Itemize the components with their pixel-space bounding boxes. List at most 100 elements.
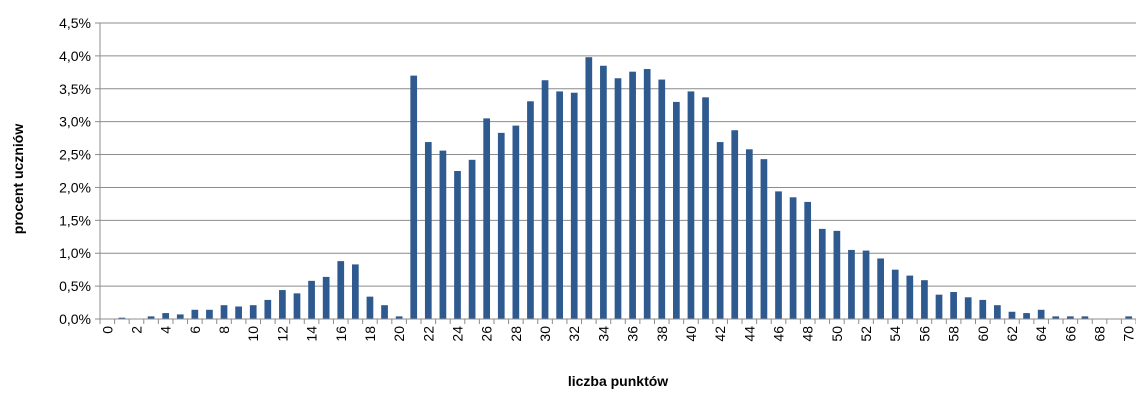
x-tick-label: 62 — [1004, 326, 1020, 342]
bar — [789, 197, 797, 319]
bar — [804, 201, 812, 319]
y-tick-label: 1,5% — [59, 212, 91, 228]
bar — [906, 275, 914, 319]
x-tick-label: 58 — [946, 326, 962, 342]
y-tick-label: 3,5% — [59, 81, 91, 97]
x-tick-label: 68 — [1092, 326, 1108, 342]
x-tick-label: 52 — [858, 326, 874, 342]
bar — [979, 299, 987, 319]
bar — [731, 130, 739, 319]
x-tick-label: 8 — [216, 326, 232, 334]
x-tick-label: 42 — [712, 326, 728, 342]
y-tick-label: 1,0% — [59, 245, 91, 261]
bar — [673, 101, 680, 320]
bar — [279, 290, 286, 319]
bar — [1023, 313, 1030, 319]
bar — [352, 264, 359, 319]
x-tick-label: 0 — [99, 326, 115, 334]
x-tick-label: 66 — [1062, 326, 1078, 342]
bar — [308, 280, 315, 319]
y-tick-label: 3,0% — [59, 114, 91, 130]
bar — [410, 75, 418, 320]
x-tick-label: 70 — [1121, 326, 1136, 342]
bar — [235, 306, 242, 319]
bar — [585, 57, 593, 319]
bar — [468, 159, 476, 319]
bar — [337, 261, 345, 319]
x-tick-label: 26 — [479, 326, 495, 342]
y-tick-label: 4,5% — [59, 15, 91, 31]
bar — [541, 80, 549, 319]
bar — [877, 258, 884, 319]
bar — [118, 317, 126, 319]
bar — [1081, 316, 1089, 319]
x-axis-title: liczba punktów — [568, 373, 668, 389]
bar — [424, 142, 432, 319]
x-tick-labels: 0 2 4 6 8 10 12 14 16 18 20 22 24 26 28 30 32 34 36 38 40 42 4… — [99, 319, 1136, 342]
y-tick-label: 0,0% — [59, 311, 91, 327]
x-tick-label: 30 — [537, 326, 553, 342]
x-tick-label: 14 — [304, 326, 320, 342]
bar — [600, 65, 607, 319]
bar — [264, 299, 272, 319]
bar — [1008, 311, 1016, 319]
x-tick-label: 10 — [245, 326, 261, 342]
bar — [614, 78, 622, 319]
bar — [395, 316, 403, 319]
bar — [191, 309, 199, 319]
bar — [497, 132, 505, 319]
x-tick-label: 38 — [654, 326, 670, 342]
bar — [964, 297, 972, 319]
x-tick-label: 48 — [800, 326, 816, 342]
bar — [716, 142, 724, 319]
bar — [147, 316, 155, 319]
x-tick-label: 56 — [916, 326, 932, 342]
x-tick-label: 24 — [449, 326, 465, 342]
y-axis-title: procent uczniów — [10, 124, 26, 235]
bar — [220, 305, 228, 319]
x-tick-label: 44 — [741, 326, 757, 342]
bar — [176, 314, 184, 319]
bar — [527, 101, 534, 319]
y-tick-label: 4,0% — [59, 48, 91, 64]
bar — [556, 91, 563, 319]
bar — [745, 149, 753, 319]
x-tick-label: 4 — [158, 326, 174, 334]
bar — [891, 269, 899, 319]
bar — [643, 69, 651, 319]
y-tick-label: 2,0% — [59, 179, 91, 195]
bar — [483, 118, 491, 319]
bar — [293, 293, 301, 319]
bar — [570, 92, 578, 319]
bar — [1052, 316, 1060, 319]
bar — [249, 305, 257, 319]
x-tick-label: 40 — [683, 326, 699, 342]
bar — [366, 296, 374, 319]
bar — [629, 71, 636, 320]
x-tick-label: 54 — [887, 326, 903, 342]
bar — [1125, 316, 1133, 319]
bar — [760, 159, 768, 319]
y-tick-label: 0,5% — [59, 278, 91, 294]
x-tick-label: 50 — [829, 326, 845, 342]
bar — [658, 79, 666, 319]
x-tick-label: 36 — [625, 326, 641, 342]
bar — [206, 309, 213, 319]
x-tick-label: 2 — [128, 326, 144, 334]
x-tick-label: 18 — [362, 326, 378, 342]
x-tick-label: 6 — [187, 326, 203, 334]
x-tick-label: 16 — [333, 326, 349, 342]
x-tick-label: 28 — [508, 326, 524, 342]
x-tick-label: 60 — [975, 326, 991, 342]
bar — [818, 228, 826, 319]
bars — [118, 57, 1133, 320]
bar — [687, 91, 695, 319]
x-tick-label: 34 — [595, 326, 611, 342]
bar — [1066, 316, 1074, 319]
bar — [833, 230, 841, 319]
bar — [950, 292, 957, 319]
bar — [512, 125, 520, 319]
bar — [322, 276, 330, 319]
x-tick-label: 64 — [1033, 326, 1049, 342]
